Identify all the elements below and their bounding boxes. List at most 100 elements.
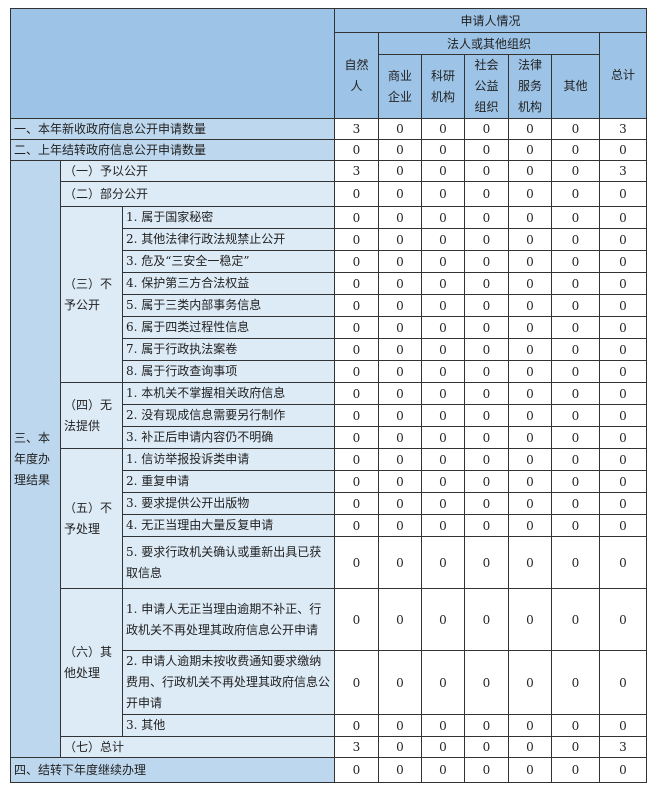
value-cell: 0 [599, 250, 647, 273]
group-label: （六）其他处理 [60, 588, 123, 737]
item-label: 2. 没有现成信息需要另行制作 [122, 404, 335, 427]
table-row: 二、上年结转政府信息公开申请数量 0 0 0 0 0 0 0 [10, 139, 647, 161]
value-cell: 0 [508, 514, 552, 537]
col-legal-service: 法律服务机构 [508, 54, 552, 119]
value-cell: 0 [334, 272, 379, 295]
value-cell: 0 [551, 139, 600, 161]
value-cell: 0 [599, 272, 647, 295]
value-cell: 0 [421, 757, 465, 783]
value-cell: 0 [508, 360, 552, 383]
value-cell: 0 [599, 404, 647, 427]
value-cell: 0 [508, 426, 552, 449]
value-cell: 0 [334, 316, 379, 339]
value-cell: 0 [551, 360, 600, 383]
value-cell: 0 [464, 294, 509, 317]
value-cell: 0 [334, 492, 379, 515]
value-cell: 0 [464, 536, 509, 589]
value-cell: 0 [421, 514, 465, 537]
value-cell: 0 [464, 736, 509, 758]
item-label: 8. 属于行政查询事项 [122, 360, 335, 383]
value-cell: 0 [508, 714, 552, 737]
value-cell: 0 [464, 206, 509, 229]
table-row: （三）不予公开 1. 属于国家秘密 0 0 0 0 0 0 0 [11, 206, 647, 383]
value-cell: 0 [334, 228, 379, 251]
item-label: 3. 危及“三安全一稳定” [122, 250, 335, 273]
value-cell: 0 [599, 316, 647, 339]
value-cell: 0 [334, 714, 379, 737]
item-label: 6. 属于四类过程性信息 [122, 316, 335, 339]
value-cell: 0 [464, 272, 509, 295]
item-label: 4. 保护第三方合法权益 [122, 272, 335, 295]
value-cell: 0 [334, 514, 379, 537]
value-cell: 0 [599, 714, 647, 737]
value-cell: 0 [599, 181, 647, 207]
table-row: 2. 重复申请 0 0 0 0 0 0 0 [11, 470, 647, 493]
item-label: 1. 申请人无正当理由逾期不补正、行政机关不再处理其政府信息公开申请 [122, 588, 335, 651]
value-cell: 0 [421, 316, 465, 339]
value-cell: 0 [421, 228, 465, 251]
value-cell: 0 [508, 650, 552, 715]
value-cell: 0 [551, 404, 600, 427]
value-cell: 0 [599, 650, 647, 715]
value-cell: 0 [378, 448, 422, 471]
item-label: 1. 本机关不掌握相关政府信息 [122, 382, 335, 405]
value-cell: 0 [508, 316, 552, 339]
value-cell: 0 [421, 736, 465, 758]
value-cell: 0 [421, 294, 465, 317]
value-cell: 0 [421, 714, 465, 737]
value-cell: 0 [378, 316, 422, 339]
value-cell: 0 [464, 650, 509, 715]
value-cell: 0 [508, 272, 552, 295]
table-row: （六）其他处理 1. 申请人无正当理由逾期不补正、行政机关不再处理其政府信息公开申… [11, 588, 647, 737]
value-cell: 0 [599, 588, 647, 651]
row-label: 一、本年新收政府信息公开申请数量 [10, 118, 335, 140]
item-label: 2. 其他法律行政法规禁止公开 [122, 228, 335, 251]
value-cell: 0 [508, 588, 552, 651]
value-cell: 3 [599, 118, 647, 140]
value-cell: 0 [508, 228, 552, 251]
item-label: 1. 信访举报投诉类申请 [122, 448, 335, 471]
group-label: （一）予以公开 [60, 160, 335, 182]
value-cell: 0 [421, 404, 465, 427]
value-cell: 0 [508, 139, 552, 161]
col-public-welfare: 社会公益组织 [464, 54, 509, 119]
value-cell: 0 [508, 181, 552, 207]
value-cell: 0 [421, 448, 465, 471]
value-cell: 0 [599, 139, 647, 161]
value-cell: 0 [551, 426, 600, 449]
value-cell: 0 [464, 338, 509, 361]
value-cell: 0 [508, 382, 552, 405]
value-cell: 0 [508, 338, 552, 361]
value-cell: 0 [464, 250, 509, 273]
value-cell: 0 [464, 181, 509, 207]
table-row: 4. 无正当理由大量反复申请 0 0 0 0 0 0 0 [11, 514, 647, 537]
value-cell: 0 [421, 588, 465, 651]
value-cell: 0 [421, 426, 465, 449]
legal-entity-group-header: 法人或其他组织 [378, 32, 600, 55]
col-total: 总计 [599, 32, 647, 119]
value-cell: 0 [551, 228, 600, 251]
table-row: （七）总计 3 0 0 0 0 0 3 [11, 736, 647, 758]
value-cell: 0 [551, 492, 600, 515]
table-row: 3. 其他 0 0 0 0 0 0 0 [11, 714, 647, 737]
table-row: 5. 要求行政机关确认或重新出具已获取信息 0 0 0 0 0 0 0 [11, 536, 647, 589]
value-cell: 0 [334, 360, 379, 383]
value-cell: 0 [599, 757, 647, 783]
value-cell: 0 [334, 294, 379, 317]
value-cell: 0 [508, 250, 552, 273]
item-label: 7. 属于行政执法案卷 [122, 338, 335, 361]
value-cell: 3 [334, 736, 379, 758]
value-cell: 0 [421, 382, 465, 405]
table-row: （五）不予处理 1. 信访举报投诉类申请 0 0 0 0 0 0 0 [11, 448, 647, 589]
value-cell: 0 [334, 382, 379, 405]
value-cell: 0 [551, 272, 600, 295]
header-corner [10, 8, 335, 119]
value-cell: 0 [599, 426, 647, 449]
value-cell: 0 [551, 736, 600, 758]
value-cell: 0 [378, 650, 422, 715]
value-cell: 0 [421, 181, 465, 207]
table-row: （二）部分公开 0 0 0 0 0 0 0 [11, 181, 647, 207]
value-cell: 0 [378, 160, 422, 182]
value-cell: 0 [508, 536, 552, 589]
value-cell: 0 [551, 650, 600, 715]
